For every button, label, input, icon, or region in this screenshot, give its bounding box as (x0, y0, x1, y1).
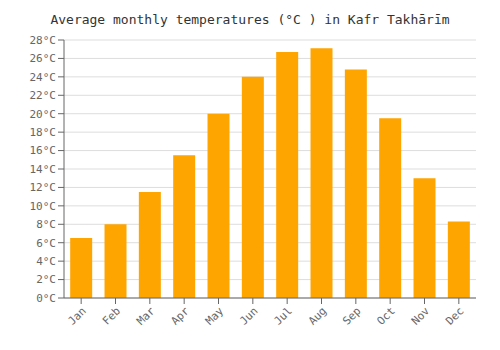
svg-text:Feb: Feb (100, 304, 123, 327)
svg-text:8°C: 8°C (36, 218, 56, 231)
svg-text:Oct: Oct (375, 304, 398, 327)
svg-text:Jun: Jun (237, 304, 260, 327)
svg-text:Mar: Mar (134, 304, 158, 328)
svg-text:14°C: 14°C (30, 163, 57, 176)
svg-text:4°C: 4°C (36, 255, 56, 268)
svg-text:12°C: 12°C (30, 181, 57, 194)
svg-text:May: May (203, 304, 227, 328)
svg-text:Apr: Apr (169, 304, 193, 328)
svg-text:Jan: Jan (66, 304, 89, 327)
svg-text:Aug: Aug (306, 304, 329, 327)
svg-text:6°C: 6°C (36, 237, 56, 250)
svg-text:26°C: 26°C (30, 52, 57, 65)
svg-text:28°C: 28°C (30, 34, 57, 47)
svg-text:18°C: 18°C (30, 126, 57, 139)
html-text:Average monthly temperatures (: Average monthly temperatures (°C ) in Ka… (50, 12, 450, 27)
svg-text:Jul: Jul (272, 304, 295, 327)
svg-text:0°C: 0°C (36, 292, 56, 305)
svg-text:22°C: 22°C (30, 89, 57, 102)
svg-text:Dec: Dec (443, 304, 466, 327)
svg-text:2°C: 2°C (36, 273, 56, 286)
svg-text:Nov: Nov (409, 304, 433, 328)
svg-text:Sep: Sep (340, 304, 363, 327)
svg-text:10°C: 10°C (30, 200, 57, 213)
svg-text:20°C: 20°C (30, 108, 57, 121)
svg-text:16°C: 16°C (30, 144, 57, 157)
svg-text:24°C: 24°C (30, 71, 57, 84)
